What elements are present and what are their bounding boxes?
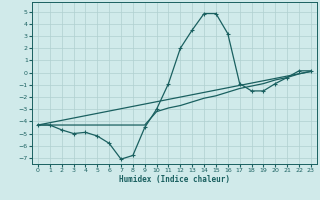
X-axis label: Humidex (Indice chaleur): Humidex (Indice chaleur) (119, 175, 230, 184)
